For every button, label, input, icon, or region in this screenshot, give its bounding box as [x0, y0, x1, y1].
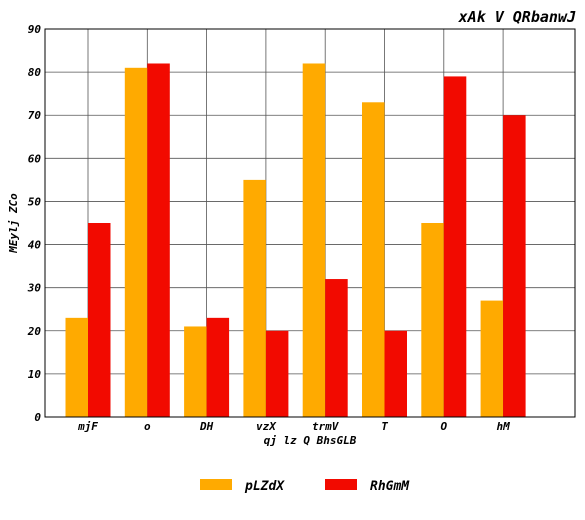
- x-tick-label: trmV: [312, 420, 340, 433]
- x-tick-label: DH: [199, 420, 214, 433]
- x-tick-label: vzX: [256, 420, 277, 433]
- bar-RhGmM-DH: [206, 317, 230, 417]
- chart-title: xAk V QRbanwJ: [458, 8, 576, 26]
- x-tick-label: o: [144, 420, 151, 433]
- plot-frame: [44, 28, 576, 418]
- legend-label-RhGmM: RhGmM: [370, 479, 410, 494]
- bars: [65, 63, 526, 418]
- y-tick-label: 90: [28, 23, 42, 36]
- bar-pLZdX-T: [362, 102, 385, 418]
- bar-RhGmM-mjF: [88, 223, 111, 417]
- bar-RhGmM-vzX: [265, 330, 289, 417]
- bar-RhGmM-O: [443, 76, 467, 417]
- y-tick-label: 0: [34, 411, 41, 424]
- legend-swatch-pLZdX: [200, 479, 232, 490]
- bar-RhGmM-o: [147, 63, 170, 417]
- bar-pLZdX-mjF: [65, 317, 88, 417]
- bar-pLZdX-DH: [184, 326, 207, 417]
- bar-pLZdX-o: [124, 67, 148, 418]
- bar-pLZdX-hM: [480, 300, 504, 417]
- y-tick-label: 20: [27, 325, 42, 338]
- x-tick-label: mjF: [77, 420, 98, 433]
- y-axis-label: MEylj ZCo: [7, 193, 20, 254]
- x-tick-label: hM: [496, 420, 510, 433]
- x-tick-label: T: [381, 420, 388, 433]
- y-tick-label: 80: [28, 66, 42, 79]
- legend-label-pLZdX: pLZdX: [244, 479, 285, 494]
- x-axis-label: qj lz Q BhsGLB: [264, 434, 357, 447]
- y-tick-label: 10: [28, 368, 42, 381]
- bar-RhGmM-trmV: [325, 279, 348, 417]
- y-axis-ticks: 0 10 20 30 40 50 60 70 80 90: [27, 23, 42, 424]
- bar-pLZdX-vzX: [243, 179, 266, 417]
- legend: pLZdX RhGmM: [200, 479, 410, 494]
- y-tick-label: 70: [28, 109, 42, 122]
- bar-RhGmM-T: [384, 330, 407, 417]
- y-tick-label: 40: [28, 239, 42, 252]
- y-tick-label: 60: [28, 152, 42, 165]
- y-tick-label: 50: [28, 195, 42, 208]
- bar-pLZdX-trmV: [302, 63, 326, 417]
- y-tick-label: 30: [27, 282, 42, 295]
- bar-pLZdX-O: [421, 223, 444, 417]
- x-tick-label: O: [440, 420, 447, 433]
- bar-RhGmM-hM: [503, 115, 526, 417]
- legend-swatch-RhGmM: [325, 479, 357, 490]
